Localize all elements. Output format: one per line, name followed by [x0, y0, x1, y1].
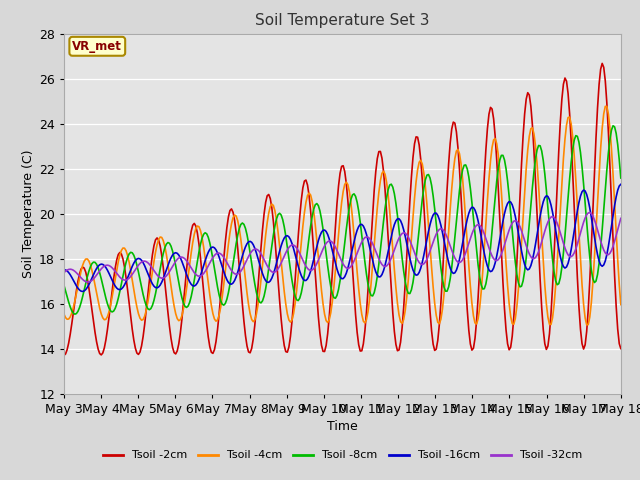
Tsoil -4cm: [254, 303, 262, 309]
Tsoil -8cm: [305, 235, 313, 240]
Text: VR_met: VR_met: [72, 40, 122, 53]
Tsoil -32cm: [130, 269, 138, 275]
Line: Tsoil -16cm: Tsoil -16cm: [64, 184, 621, 291]
Tsoil -8cm: [617, 175, 625, 181]
Tsoil -8cm: [71, 312, 79, 317]
Tsoil -32cm: [228, 268, 236, 274]
Tsoil -2cm: [129, 326, 136, 332]
Tsoil -16cm: [305, 273, 313, 278]
Tsoil -8cm: [255, 299, 263, 305]
Tsoil -8cm: [130, 252, 138, 258]
Tsoil -16cm: [617, 181, 625, 187]
Tsoil -4cm: [129, 277, 136, 283]
Y-axis label: Soil Temperature (C): Soil Temperature (C): [22, 149, 35, 278]
Tsoil -8cm: [228, 272, 236, 277]
Tsoil -4cm: [226, 230, 234, 236]
Tsoil -2cm: [598, 60, 606, 66]
Tsoil -32cm: [246, 251, 254, 256]
Tsoil -32cm: [589, 213, 596, 219]
Tsoil -2cm: [617, 346, 625, 351]
Tsoil -2cm: [303, 182, 311, 188]
Tsoil -4cm: [303, 192, 311, 198]
Tsoil -32cm: [617, 216, 625, 221]
X-axis label: Time: Time: [327, 420, 358, 433]
Tsoil -32cm: [305, 267, 313, 273]
Tsoil -2cm: [60, 352, 68, 358]
Tsoil -8cm: [609, 123, 617, 129]
Tsoil -2cm: [226, 208, 234, 214]
Tsoil -8cm: [60, 283, 68, 288]
Tsoil -16cm: [246, 239, 254, 244]
Line: Tsoil -4cm: Tsoil -4cm: [64, 107, 621, 325]
Line: Tsoil -32cm: Tsoil -32cm: [64, 213, 621, 282]
Tsoil -32cm: [255, 249, 263, 254]
Tsoil -16cm: [79, 288, 86, 294]
Tsoil -32cm: [586, 210, 594, 216]
Title: Soil Temperature Set 3: Soil Temperature Set 3: [255, 13, 429, 28]
Tsoil -4cm: [60, 312, 68, 317]
Tsoil -16cm: [588, 215, 595, 220]
Tsoil -32cm: [83, 279, 91, 285]
Tsoil -16cm: [228, 281, 236, 287]
Tsoil -4cm: [583, 322, 591, 328]
Tsoil -4cm: [617, 302, 625, 308]
Tsoil -32cm: [60, 270, 68, 276]
Tsoil -8cm: [588, 267, 595, 273]
Tsoil -4cm: [588, 300, 595, 305]
Tsoil -2cm: [254, 286, 262, 292]
Tsoil -2cm: [244, 349, 252, 355]
Line: Tsoil -8cm: Tsoil -8cm: [64, 126, 621, 314]
Tsoil -16cm: [60, 267, 68, 273]
Tsoil -8cm: [246, 250, 254, 256]
Tsoil -16cm: [255, 261, 263, 266]
Legend: Tsoil -2cm, Tsoil -4cm, Tsoil -8cm, Tsoil -16cm, Tsoil -32cm: Tsoil -2cm, Tsoil -4cm, Tsoil -8cm, Tsoi…: [99, 446, 586, 465]
Tsoil -4cm: [602, 104, 609, 109]
Tsoil -16cm: [130, 260, 138, 266]
Tsoil -2cm: [586, 278, 594, 284]
Line: Tsoil -2cm: Tsoil -2cm: [64, 63, 621, 355]
Tsoil -4cm: [244, 302, 252, 308]
